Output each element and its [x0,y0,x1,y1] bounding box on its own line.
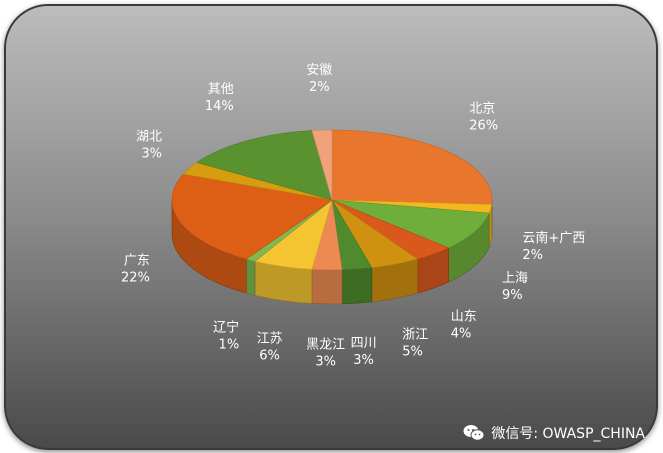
slice-8-side [245,258,256,296]
slice-8-value-label: 1% [219,338,240,353]
watermark-text: 微信号: OWASP_CHINA [491,426,645,442]
slice-6-value-label: 3% [315,355,336,370]
slice-2-value-label: 9% [502,288,523,303]
slice-10-value-label: 3% [141,147,162,162]
slice-11 [196,130,333,201]
slice-0-value-label: 26% [469,118,498,133]
slice-1-label: 云南+广西 [522,230,585,246]
slice-9-value-label: 22% [121,270,150,285]
pie-side-layer [171,199,493,305]
slice-2-label: 上海 [502,271,528,286]
slice-9 [171,173,333,260]
slice-7-value-label: 6% [259,349,280,364]
slice-12 [311,129,333,201]
slice-2 [331,199,490,249]
slice-3-label: 山东 [451,310,477,325]
pie-labels: 北京 26% 云南+广西 2% 上海 9% 山东 4% 浙江 5% 四川 3% 黑龙江 3% 江苏 6% 辽宁 1… [121,63,585,369]
slice-0 [331,129,493,205]
slice-11-label: 其他 [208,82,234,97]
slice-4-label: 浙江 [402,328,428,343]
slice-12-label: 安徽 [306,63,332,78]
slice-8-label: 辽宁 [213,320,239,336]
slice-5-value-label: 3% [353,353,374,368]
slice-5-label: 四川 [351,336,377,351]
wechat-icon [463,424,485,442]
slice-0-label: 北京 [469,101,495,116]
slice-6-label: 黑龙江 [306,338,345,353]
slice-11-value-label: 14% [205,99,234,114]
slice-4-value-label: 5% [402,345,423,360]
pie-top-layer [171,129,493,271]
watermark: 微信号: OWASP_CHINA [463,423,645,443]
slice-3-value-label: 4% [451,327,472,342]
slice-6-side [311,269,343,305]
slice-5-side [341,267,373,305]
slice-1-value-label: 2% [522,248,543,263]
slice-12-value-label: 2% [309,80,330,95]
slice-10-label: 湖北 [136,130,162,145]
slice-7-label: 江苏 [257,331,283,347]
slice-9-label: 广东 [124,253,150,268]
